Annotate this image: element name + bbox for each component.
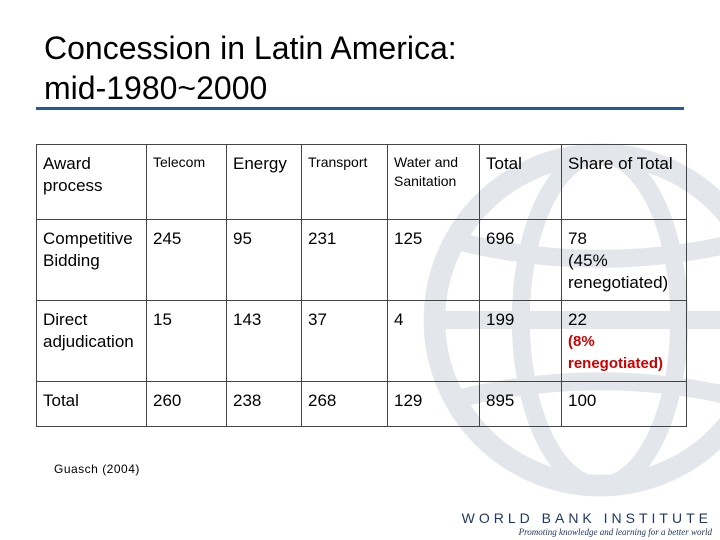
cell-water: 125 [387, 219, 480, 301]
concession-table: Award process Telecom Energy Transport W… [36, 144, 687, 427]
row-label: Direct adjudication [36, 300, 147, 382]
table-row-total: Total 260 238 268 129 895 100 [36, 381, 687, 427]
table-row: Direct adjudication 15 143 37 4 199 22 (… [36, 300, 687, 382]
share-value: 22 [568, 310, 587, 329]
header-transport: Transport [301, 144, 388, 220]
table-row: Competitive Bidding 245 95 231 125 696 7… [36, 219, 687, 301]
cell-total: 895 [479, 381, 562, 427]
cell-energy: 238 [226, 381, 302, 427]
header-telecom: Telecom [146, 144, 227, 220]
cell-water: 129 [387, 381, 480, 427]
row-label: Competitive Bidding [36, 219, 147, 301]
cell-share: 78 (45% renegotiated) [561, 219, 687, 301]
cell-transport: 231 [301, 219, 388, 301]
cell-share: 22 (8% renegotiated) [561, 300, 687, 382]
cell-total: 696 [479, 219, 562, 301]
header-total: Total [479, 144, 562, 220]
cell-telecom: 15 [146, 300, 227, 382]
cell-water: 4 [387, 300, 480, 382]
row-label: Total [36, 381, 147, 427]
cell-telecom: 245 [146, 219, 227, 301]
share-note: (45% renegotiated) [568, 251, 669, 292]
cell-share: 100 [561, 381, 687, 427]
cell-energy: 143 [226, 300, 302, 382]
title-underline [36, 107, 684, 110]
cell-energy: 95 [226, 219, 302, 301]
share-value: 78 [568, 229, 587, 248]
header-share: Share of Total [561, 144, 687, 220]
share-note-highlight: (8% renegotiated) [568, 333, 664, 372]
source-citation: Guasch (2004) [54, 462, 140, 476]
header-energy: Energy [226, 144, 302, 220]
title-line-2: mid-1980~2000 [44, 70, 268, 106]
cell-transport: 268 [301, 381, 388, 427]
slide-title: Concession in Latin America: mid-1980~20… [44, 28, 684, 108]
title-line-1: Concession in Latin America: [44, 30, 457, 66]
brand-name: WORLD BANK INSTITUTE [461, 510, 712, 526]
header-row: Award process Telecom Energy Transport W… [36, 144, 687, 220]
header-water-sanitation: Water and Sanitation [387, 144, 480, 220]
cell-telecom: 260 [146, 381, 227, 427]
cell-total: 199 [479, 300, 562, 382]
world-bank-institute-logo: WORLD BANK INSTITUTE Promoting knowledge… [462, 510, 712, 537]
brand-tagline: Promoting knowledge and learning for a b… [518, 527, 712, 537]
header-award-process: Award process [36, 144, 147, 220]
cell-transport: 37 [301, 300, 388, 382]
